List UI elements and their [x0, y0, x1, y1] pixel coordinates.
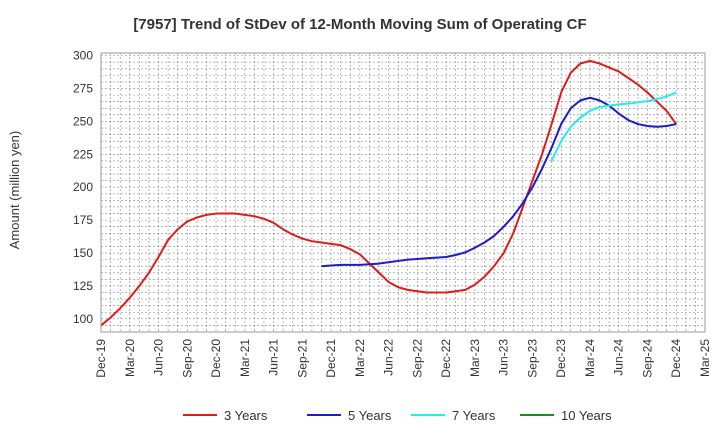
y-tick-label: 275 [73, 82, 93, 96]
x-tick-label: Jun-23 [497, 339, 511, 376]
x-tick-label: Mar-22 [353, 339, 367, 377]
series-lines [100, 59, 678, 327]
y-tick-label: 300 [73, 49, 93, 63]
x-tick-label: Dec-20 [209, 339, 223, 378]
x-tick-label: Mar-24 [583, 339, 597, 377]
chart-title: [7957] Trend of StDev of 12-Month Moving… [133, 16, 586, 33]
plot-frame [100, 52, 706, 333]
y-tick-label: 175 [73, 213, 93, 227]
x-tick-label: Dec-22 [439, 339, 453, 378]
legend-label: 10 Years [561, 408, 612, 423]
legend: 3 Years 5 Years 7 Years 10 Years [183, 408, 612, 423]
x-tick-label: Dec-19 [94, 339, 108, 378]
series-line [100, 59, 678, 327]
y-axis-label: Amount (million yen) [7, 131, 22, 250]
x-tick-label: Dec-23 [554, 339, 568, 378]
x-tick-label: Sep-24 [640, 339, 654, 378]
x-tick-label: Mar-23 [468, 339, 482, 377]
legend-label: 5 Years [348, 408, 392, 423]
x-tick-label: Sep-23 [525, 339, 539, 378]
series-line [550, 91, 677, 162]
y-tick-label: 150 [73, 246, 93, 260]
x-tick-label: Jun-21 [267, 339, 281, 376]
y-tick-label: 250 [73, 114, 93, 128]
y-axis-ticks: 100 125 150 175 200 225 250 275 300 [73, 49, 93, 326]
x-tick-label: Mar-25 [698, 339, 712, 377]
grid [101, 53, 705, 332]
y-tick-label: 200 [73, 180, 93, 194]
y-tick-label: 225 [73, 147, 93, 161]
x-tick-label: Sep-20 [180, 339, 194, 378]
x-tick-label: Sep-21 [295, 339, 309, 378]
legend-label: 7 Years [452, 408, 496, 423]
legend-label: 3 Years [224, 408, 268, 423]
x-tick-label: Mar-20 [123, 339, 137, 377]
y-tick-label: 100 [73, 312, 93, 326]
x-tick-label: Mar-21 [238, 339, 252, 377]
series-line [321, 96, 677, 268]
x-tick-label: Dec-24 [669, 339, 683, 378]
x-tick-label: Jun-20 [152, 339, 166, 376]
y-tick-label: 125 [73, 279, 93, 293]
x-axis-ticks: Dec-19 Mar-20 Jun-20 Sep-20 Dec-20 Mar-21 Jun-… [94, 339, 712, 378]
x-tick-label: Jun-24 [612, 339, 626, 376]
x-tick-label: Jun-22 [382, 339, 396, 376]
x-tick-label: Sep-22 [410, 339, 424, 378]
x-tick-label: Dec-21 [324, 339, 338, 378]
plot-area [101, 53, 705, 332]
